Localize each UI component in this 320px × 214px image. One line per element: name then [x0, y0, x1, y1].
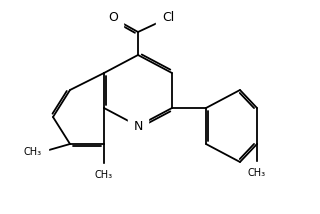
- Text: O: O: [108, 12, 118, 24]
- Text: N: N: [133, 119, 143, 132]
- Text: CH₃: CH₃: [248, 168, 266, 178]
- Text: CH₃: CH₃: [24, 147, 42, 157]
- Text: CH₃: CH₃: [95, 170, 113, 180]
- Text: Cl: Cl: [162, 12, 174, 24]
